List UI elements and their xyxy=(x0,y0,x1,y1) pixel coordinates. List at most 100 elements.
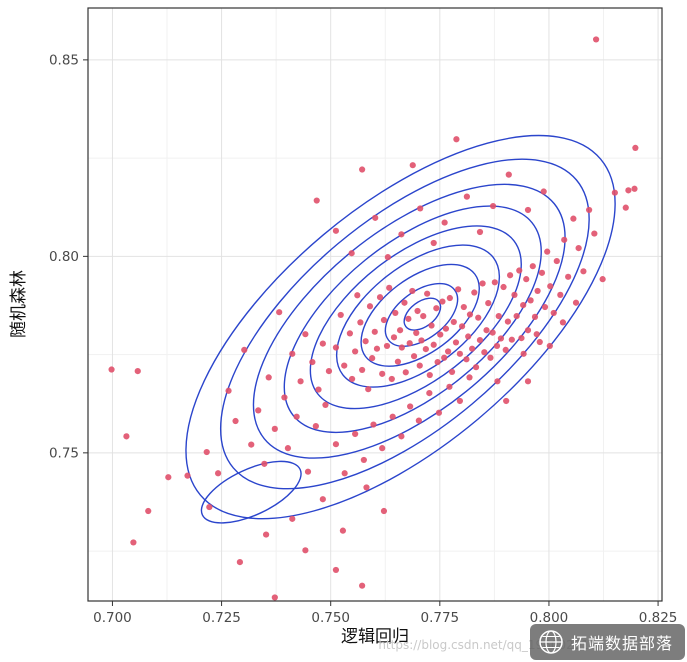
scatter-point xyxy=(476,228,484,236)
scatter-point xyxy=(398,433,405,440)
scatter-point xyxy=(354,292,361,299)
scatter-point xyxy=(504,318,512,325)
scatter-point xyxy=(165,474,172,481)
scatter-point xyxy=(370,421,377,428)
scatter-point xyxy=(373,345,381,352)
scatter-point xyxy=(441,354,448,361)
scatter-point xyxy=(407,403,414,410)
scatter-point xyxy=(466,374,473,381)
scatter-point xyxy=(359,582,366,589)
scatter-point xyxy=(359,366,366,374)
scatter-point xyxy=(265,374,272,381)
y-axis-title: 随机森林 xyxy=(9,270,29,338)
scatter-point xyxy=(360,456,367,464)
scatter-point xyxy=(434,358,441,366)
scatter-point xyxy=(458,323,466,330)
scatter-point xyxy=(465,333,472,340)
scatter-point xyxy=(271,594,278,601)
scatter-point xyxy=(398,344,405,351)
scatter-point xyxy=(312,423,319,430)
scatter-point xyxy=(214,470,222,477)
scatter-point xyxy=(322,401,329,409)
scatter-point xyxy=(380,316,388,324)
scatter-point xyxy=(625,187,632,194)
scatter-point xyxy=(433,305,440,312)
scatter-point xyxy=(236,558,244,566)
watermark-badge: 拓端数据部落 xyxy=(529,624,685,660)
scatter-point xyxy=(392,309,399,317)
scatter-point xyxy=(380,507,388,515)
scatter-point xyxy=(337,311,344,319)
scatter-point xyxy=(309,358,316,366)
scatter-point xyxy=(456,350,463,357)
scatter-point xyxy=(463,193,470,200)
scatter-point xyxy=(241,346,248,353)
scatter-point xyxy=(376,294,384,301)
scatter-point xyxy=(544,248,551,255)
scatter-point xyxy=(281,394,288,401)
scatter-point xyxy=(271,425,278,432)
scatter-point xyxy=(319,340,326,347)
scatter-point xyxy=(439,298,446,305)
scatter-point xyxy=(410,353,418,360)
scatter-point xyxy=(516,267,523,274)
scatter-point xyxy=(453,136,460,143)
x-tick-label: 0.825 xyxy=(639,610,678,626)
scatter-point xyxy=(414,307,421,315)
scatter-point xyxy=(348,250,355,257)
scatter-point xyxy=(435,409,443,416)
scatter-point xyxy=(383,342,391,350)
scatter-point xyxy=(485,300,492,307)
scatter-point xyxy=(446,294,453,302)
scatter-point xyxy=(430,239,437,247)
x-tick-label: 0.750 xyxy=(311,610,350,626)
density-contour xyxy=(283,205,542,434)
scatter-point xyxy=(394,358,402,365)
scatter-point xyxy=(262,531,270,538)
y-tick-label: 0.75 xyxy=(49,445,79,461)
scatter-point xyxy=(424,290,431,297)
scatter-point xyxy=(352,348,359,355)
scatter-point xyxy=(541,303,549,311)
scatter-point xyxy=(346,330,354,337)
scatter-point xyxy=(529,263,536,270)
scatter-point xyxy=(363,484,370,491)
scatter-point xyxy=(441,219,448,226)
scatter-point xyxy=(379,370,386,377)
scatter-point xyxy=(359,166,366,173)
scatter-point xyxy=(409,287,416,295)
scatter-point xyxy=(405,315,412,322)
scatter-point xyxy=(341,470,348,477)
scatter-point xyxy=(232,417,239,425)
scatter-point xyxy=(184,472,191,479)
scatter-point xyxy=(561,236,568,243)
x-axis-title: 逻辑回归 xyxy=(341,627,409,647)
scatter-point xyxy=(130,539,137,546)
y-tick-label: 0.80 xyxy=(49,249,79,265)
scatter-point xyxy=(225,387,232,394)
scatter-point xyxy=(466,311,474,318)
scatter-point xyxy=(520,350,527,357)
density-contour xyxy=(384,282,459,347)
scatter-point xyxy=(416,362,423,369)
scatter-point xyxy=(611,189,618,196)
scatter-point xyxy=(511,291,518,298)
scatter-point xyxy=(460,303,467,311)
scatter-point xyxy=(255,407,262,414)
scatter-point xyxy=(261,460,268,467)
scatter-point xyxy=(418,337,425,344)
scatter-point xyxy=(599,276,606,283)
scatter-point xyxy=(422,346,429,353)
scatter-point xyxy=(557,291,564,298)
density-contour xyxy=(360,263,480,367)
scatter-point xyxy=(357,319,364,326)
scatter-point xyxy=(463,356,470,363)
scatter-point xyxy=(248,441,255,448)
scatter-point xyxy=(506,272,514,279)
scatter-point xyxy=(592,36,600,43)
panel-border xyxy=(87,7,663,602)
scatter-point xyxy=(203,448,210,456)
scatter-point xyxy=(575,245,582,252)
scatter-point xyxy=(550,309,557,317)
